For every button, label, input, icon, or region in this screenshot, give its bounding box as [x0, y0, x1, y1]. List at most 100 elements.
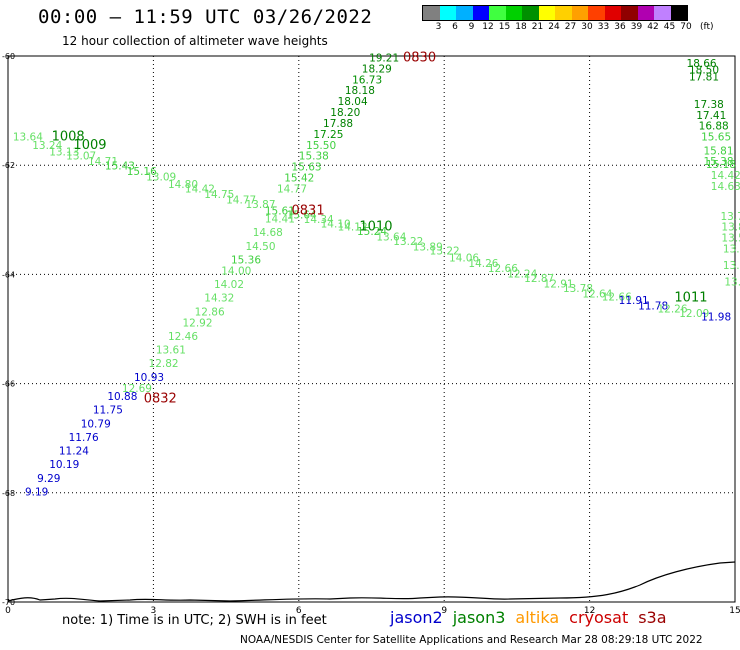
wave-height-value: 13.1	[724, 276, 740, 288]
wave-height-value: 14.34	[304, 214, 334, 226]
wave-height-value: 13.78	[563, 283, 593, 295]
colorbar-swatch	[472, 6, 489, 20]
colorbar-unit: (ft)	[700, 22, 714, 32]
wave-height-value: 13.89	[413, 241, 443, 253]
y-tick-label: -70	[2, 598, 15, 607]
y-tick-label: -68	[2, 489, 15, 498]
wave-height-value: 12.66	[602, 292, 632, 304]
wave-height-value: 13.22	[393, 236, 423, 248]
wave-height-value: 14.26	[468, 258, 498, 270]
pass-time-label: 0830	[403, 50, 436, 65]
colorbar-swatch	[522, 6, 539, 20]
wave-height-value: 13.89	[721, 222, 740, 234]
colorbar-swatch	[654, 6, 671, 20]
wave-height-value: 13.9	[723, 260, 740, 272]
wave-height-value: 14.77	[226, 194, 256, 206]
wave-height-value: 17.88	[323, 118, 353, 130]
wave-height-value: 14.41	[265, 214, 295, 226]
pass-time-label: 0831	[292, 203, 325, 218]
wave-height-value: 17.25	[313, 129, 343, 141]
wave-height-value: 13.13	[49, 146, 79, 158]
pass-time-label: 1008	[52, 130, 85, 145]
colorbar-tick-label: 42	[647, 22, 659, 32]
wave-height-value: 17.81	[689, 72, 719, 84]
wave-height-value: 14.42	[185, 184, 215, 196]
wave-height-value: 12.66	[488, 263, 518, 275]
wave-height-value: 14.75	[204, 189, 234, 201]
wave-height-value: 13.3	[723, 244, 740, 256]
colorbar-tick-label: 33	[597, 22, 610, 32]
wave-height-value: 15.42	[284, 173, 314, 185]
wave-height-value: 14.63	[711, 181, 740, 193]
wave-height-value: 13.07	[66, 151, 96, 163]
wave-height-value: 18.29	[362, 63, 392, 75]
colorbar-swatch	[505, 6, 522, 20]
wave-height-value: 13.24	[32, 140, 62, 152]
y-tick-label: -60	[2, 52, 15, 61]
x-tick-label: 0	[5, 606, 11, 616]
map-title: 00:00 – 11:59 UTC 03/26/2022	[38, 6, 373, 28]
footnote: note: 1) Time is in UTC; 2) SWH is in fe…	[62, 613, 327, 628]
wave-height-value: 18.66	[687, 58, 717, 70]
wave-height-value: 13.5	[721, 233, 740, 245]
wave-height-value: 9.19	[25, 487, 48, 499]
wave-height-value: 15.43	[105, 161, 135, 173]
colorbar-swatch	[637, 6, 654, 20]
colorbar-tick-label: 30	[581, 22, 593, 32]
wave-height-value: 19.21	[369, 52, 399, 64]
colorbar-swatch	[456, 6, 473, 20]
y-tick-label: -62	[2, 161, 15, 170]
colorbar-labels: 3 6 9 12 15 18 21 24 27 30 33 36 39 42 45 70	[422, 22, 740, 34]
colorbar-tick-label: 21	[531, 22, 544, 32]
wave-height-value: 17.38	[694, 99, 724, 111]
x-tick-label: 12	[584, 606, 595, 616]
wave-height-value: 14.50	[245, 241, 275, 253]
wave-height-value: 13.09	[146, 171, 176, 183]
wave-height-value: 12.92	[182, 317, 212, 329]
wave-height-value: 12.87	[524, 273, 554, 285]
wave-height-value: 14.12	[338, 222, 368, 234]
wave-height-value: 14.42	[711, 170, 740, 182]
plot-frame	[7, 55, 736, 603]
wave-height-value: 11.98	[701, 311, 731, 323]
colorbar-tick-label: 15	[498, 22, 511, 32]
wave-height-value: 15.61	[265, 205, 295, 217]
x-tick-label: 6	[296, 606, 302, 616]
wave-height-value: 16.88	[699, 121, 729, 133]
wave-height-value: 12.64	[582, 288, 612, 300]
wave-height-value: 15.18	[706, 159, 736, 171]
wave-height-value: 18.04	[338, 96, 368, 108]
colorbar-tick-label: 3	[435, 22, 442, 32]
wave-height-value: 10.93	[134, 372, 164, 384]
y-tick-label: -66	[2, 380, 15, 389]
colorbar-tick-label: 6	[452, 22, 458, 32]
x-tick-label: 3	[151, 606, 157, 616]
pass-time-label: 1011	[674, 291, 707, 306]
wave-height-value: 10.19	[49, 459, 79, 471]
colorbar	[422, 5, 688, 21]
colorbar-swatch	[670, 6, 687, 20]
wave-height-value: 16.73	[352, 74, 382, 86]
wave-height-value: 15.24	[357, 226, 387, 238]
wave-height-value: 11.24	[59, 446, 89, 458]
wave-height-value: 12.46	[168, 331, 198, 343]
colorbar-tick-label: 27	[564, 22, 577, 32]
wave-height-value: 12.09	[679, 308, 709, 320]
wave-height-value: 13.61	[156, 345, 186, 357]
y-tick-label: -64	[2, 270, 15, 279]
wave-height-value: 14.71	[88, 156, 118, 168]
colorbar-swatch	[555, 6, 572, 20]
wave-height-value: 14.80	[168, 179, 198, 191]
colorbar-tick-label: 18	[515, 22, 527, 32]
wave-height-value: 12.69	[122, 383, 152, 395]
satellite-legend: jason2 jason3 altika cryosat s3a	[390, 608, 677, 627]
wave-height-value: 15.63	[292, 162, 322, 174]
wave-height-value: 13.64	[13, 132, 43, 144]
colorbar-swatch	[538, 6, 555, 20]
colorbar-tick-label: 24	[548, 22, 560, 32]
wave-height-value: 14.32	[204, 293, 234, 305]
wave-height-value: 15.38	[299, 151, 329, 163]
colorbar-swatch	[604, 6, 621, 20]
antarctic-coastline	[7, 561, 736, 602]
colorbar-tick-label: 12	[482, 22, 494, 32]
